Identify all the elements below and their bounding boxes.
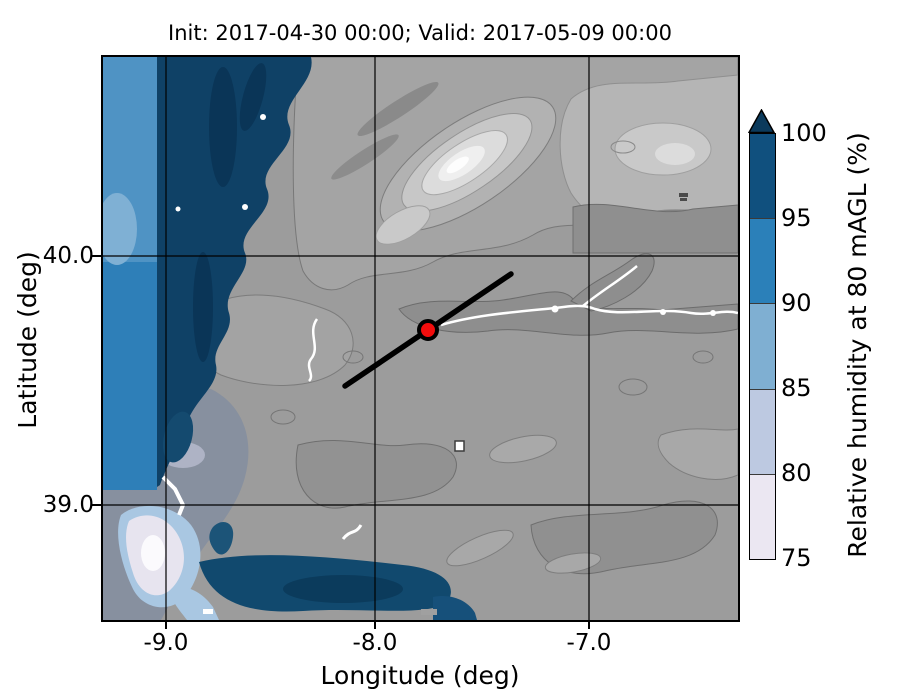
- map-axes: [101, 55, 740, 622]
- colorbar-tick-label: 80: [781, 459, 812, 487]
- y-tick-mark: [92, 255, 101, 257]
- colorbar-tick-label: 95: [781, 204, 812, 232]
- y-tick-mark: [92, 504, 101, 506]
- colorbar-tick-label: 85: [781, 374, 812, 402]
- river-layer: [161, 114, 738, 615]
- colorbar-axis-label: Relative humidity at 80 mAGL (%): [843, 132, 872, 558]
- colorbar-segment-75-80: [750, 473, 775, 560]
- x-tick-label: -7.0: [566, 630, 612, 656]
- site-marker: [417, 319, 439, 341]
- colorbar-tick-label: 100: [781, 119, 827, 147]
- map-plot: [103, 57, 738, 620]
- y-tick-label: 40.0: [42, 243, 94, 269]
- x-tick-label: -9.0: [143, 630, 189, 656]
- colorbar-tick-label: 90: [781, 289, 812, 317]
- graticule-layer: [103, 57, 738, 620]
- colorbar-segment-95-100: [750, 134, 775, 219]
- colorbar-segment-80-85: [750, 388, 775, 474]
- x-tick-mark: [165, 620, 167, 629]
- y-tick-label: 39.0: [42, 492, 94, 518]
- plot-title: Init: 2017-04-30 00:00; Valid: 2017-05-0…: [168, 21, 672, 45]
- colorbar-segment-90-95: [750, 218, 775, 304]
- x-tick-label: -8.0: [352, 630, 398, 656]
- colorbar-segment-85-90: [750, 303, 775, 389]
- colorbar-tick-label: 75: [781, 544, 812, 572]
- colorbar: [749, 133, 776, 560]
- x-tick-mark: [588, 620, 590, 629]
- y-axis-label: Latitude (deg): [13, 251, 42, 429]
- x-tick-mark: [374, 620, 376, 629]
- x-axis-label: Longitude (deg): [320, 661, 520, 690]
- colorbar-over-arrow: [748, 109, 775, 133]
